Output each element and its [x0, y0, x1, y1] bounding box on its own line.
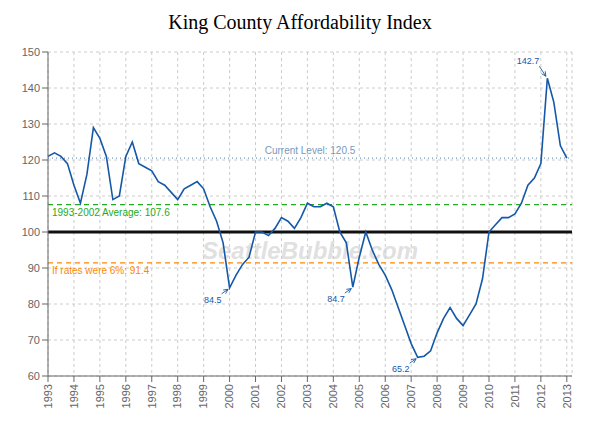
svg-text:2005: 2005	[353, 384, 365, 408]
svg-text:2000: 2000	[223, 384, 235, 408]
svg-text:1995: 1995	[94, 384, 106, 408]
svg-text:2001: 2001	[249, 384, 261, 408]
svg-text:2010: 2010	[483, 384, 495, 408]
svg-text:84.5: 84.5	[204, 295, 222, 305]
svg-text:2003: 2003	[301, 384, 313, 408]
svg-text:140: 140	[22, 82, 40, 94]
svg-text:2011: 2011	[509, 384, 521, 408]
svg-text:120: 120	[22, 154, 40, 166]
svg-text:70: 70	[28, 334, 40, 346]
svg-text:2013: 2013	[561, 384, 573, 408]
svg-text:2007: 2007	[405, 384, 417, 408]
svg-text:142.7: 142.7	[517, 56, 540, 66]
svg-text:2012: 2012	[535, 384, 547, 408]
svg-text:2006: 2006	[379, 384, 391, 408]
svg-text:110: 110	[22, 190, 40, 202]
svg-text:1998: 1998	[172, 384, 184, 408]
svg-text:150: 150	[22, 46, 40, 58]
svg-text:1996: 1996	[120, 384, 132, 408]
svg-text:2009: 2009	[457, 384, 469, 408]
svg-text:80: 80	[28, 298, 40, 310]
svg-text:90: 90	[28, 262, 40, 274]
svg-text:2002: 2002	[275, 384, 287, 408]
svg-text:1997: 1997	[146, 384, 158, 408]
svg-text:1993-2002 Average: 107.6: 1993-2002 Average: 107.6	[52, 207, 170, 218]
svg-text:65.2: 65.2	[392, 364, 410, 374]
svg-text:Current Level: 120.5: Current Level: 120.5	[265, 145, 356, 156]
svg-text:1994: 1994	[68, 384, 80, 408]
svg-text:2004: 2004	[327, 384, 339, 408]
svg-text:84.7: 84.7	[327, 294, 345, 304]
svg-text:2008: 2008	[431, 384, 443, 408]
html-text:King County Affordability Inde: King County Affordability Index	[168, 11, 432, 33]
svg-text:60: 60	[28, 370, 40, 382]
svg-text:1993: 1993	[42, 384, 54, 408]
svg-text:100: 100	[22, 226, 40, 238]
svg-text:130: 130	[22, 118, 40, 130]
svg-text:1999: 1999	[197, 384, 209, 408]
svg-text:SeattleBubble.com: SeattleBubble.com	[202, 237, 418, 264]
svg-text:If rates were 6%: 91.4: If rates were 6%: 91.4	[52, 265, 150, 276]
